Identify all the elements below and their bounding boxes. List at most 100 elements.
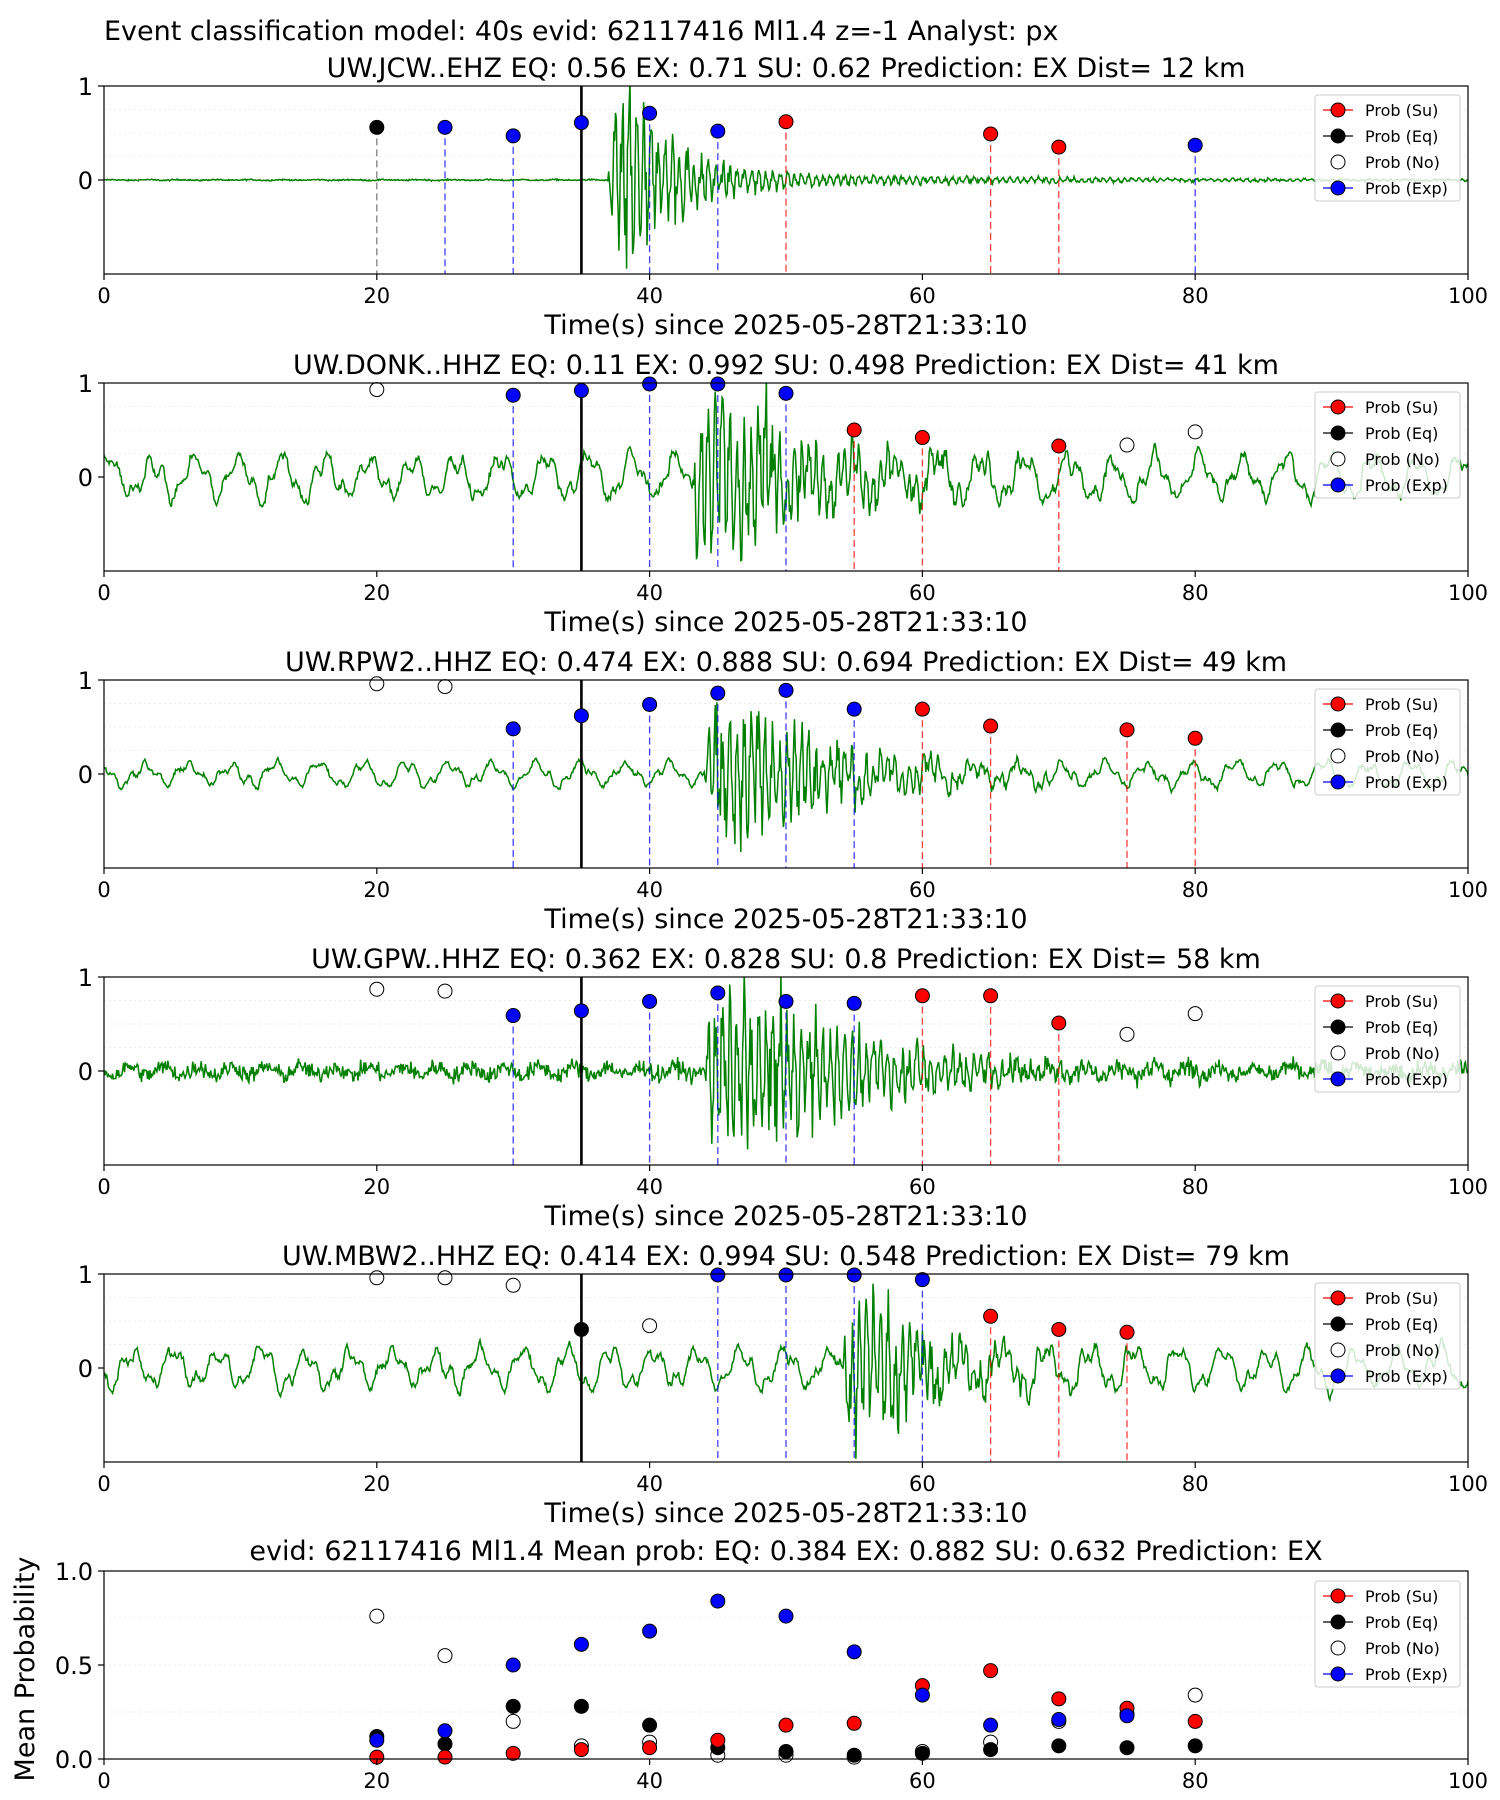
prob-marker-exp[interactable] xyxy=(437,119,453,135)
prob-marker-su[interactable] xyxy=(1051,438,1067,454)
mean-marker-eq[interactable] xyxy=(573,1698,589,1714)
mean-marker-no[interactable] xyxy=(369,1608,385,1624)
prob-marker-no[interactable] xyxy=(437,1270,453,1286)
prob-marker-exp[interactable] xyxy=(642,105,658,121)
prob-marker-exp[interactable] xyxy=(642,376,658,392)
mean-marker-eq[interactable] xyxy=(914,1745,930,1761)
mean-marker-su[interactable] xyxy=(710,1732,726,1748)
prob-marker-no[interactable] xyxy=(369,382,385,398)
mean-marker-eq[interactable] xyxy=(1119,1740,1135,1756)
x-axis-label: Time(s) since 2025-05-28T21:33:10 xyxy=(543,904,1027,935)
prob-marker-su[interactable] xyxy=(1051,1321,1067,1337)
prob-marker-exp[interactable] xyxy=(710,376,726,392)
prob-marker-su[interactable] xyxy=(983,988,999,1004)
prob-marker-no[interactable] xyxy=(369,981,385,997)
prob-marker-no[interactable] xyxy=(1119,1026,1135,1042)
mean-marker-su[interactable] xyxy=(1187,1713,1203,1729)
prob-marker-exp[interactable] xyxy=(778,385,794,401)
prob-marker-exp[interactable] xyxy=(846,995,862,1011)
prob-marker-su[interactable] xyxy=(778,114,794,130)
mean-marker-exp[interactable] xyxy=(710,1593,726,1609)
prob-marker-exp[interactable] xyxy=(710,123,726,139)
prob-marker-exp[interactable] xyxy=(914,1272,930,1288)
mean-marker-exp[interactable] xyxy=(983,1717,999,1733)
prob-marker-no[interactable] xyxy=(1187,1006,1203,1022)
mean-marker-exp[interactable] xyxy=(1051,1712,1067,1728)
prob-marker-exp[interactable] xyxy=(778,993,794,1009)
mean-marker-su[interactable] xyxy=(505,1745,521,1761)
mean-marker-eq[interactable] xyxy=(1051,1738,1067,1754)
mean-marker-exp[interactable] xyxy=(642,1623,658,1639)
prob-marker-no[interactable] xyxy=(642,1318,658,1334)
prob-marker-eq[interactable] xyxy=(573,1321,589,1337)
x-tick-label: 20 xyxy=(363,878,390,902)
prob-marker-exp[interactable] xyxy=(846,1267,862,1283)
mean-marker-exp[interactable] xyxy=(437,1723,453,1739)
prob-marker-su[interactable] xyxy=(846,422,862,438)
mean-marker-no[interactable] xyxy=(1187,1687,1203,1703)
mean-marker-exp[interactable] xyxy=(573,1636,589,1652)
prob-marker-exp[interactable] xyxy=(1187,137,1203,153)
mean-marker-exp[interactable] xyxy=(1119,1708,1135,1724)
mean-marker-su[interactable] xyxy=(573,1742,589,1758)
prob-marker-su[interactable] xyxy=(1119,722,1135,738)
mean-marker-exp[interactable] xyxy=(778,1608,794,1624)
mean-marker-eq[interactable] xyxy=(983,1742,999,1758)
prob-marker-exp[interactable] xyxy=(710,985,726,1001)
prob-marker-su[interactable] xyxy=(914,701,930,717)
prob-marker-no[interactable] xyxy=(437,679,453,695)
mean-marker-exp[interactable] xyxy=(369,1732,385,1748)
prob-marker-su[interactable] xyxy=(983,126,999,142)
prob-marker-exp[interactable] xyxy=(505,387,521,403)
prob-marker-su[interactable] xyxy=(914,430,930,446)
mean-marker-su[interactable] xyxy=(846,1715,862,1731)
prob-marker-exp[interactable] xyxy=(778,682,794,698)
prob-marker-su[interactable] xyxy=(914,988,930,1004)
prob-marker-no[interactable] xyxy=(505,1277,521,1293)
prob-marker-exp[interactable] xyxy=(710,1267,726,1283)
prob-marker-su[interactable] xyxy=(1051,139,1067,155)
prob-marker-exp[interactable] xyxy=(573,383,589,399)
prob-marker-no[interactable] xyxy=(1119,437,1135,453)
mean-marker-exp[interactable] xyxy=(914,1687,930,1703)
legend-label-exp: Prob (Exp) xyxy=(1365,1070,1448,1089)
mean-marker-eq[interactable] xyxy=(1187,1738,1203,1754)
prob-marker-exp[interactable] xyxy=(505,128,521,144)
prob-marker-exp[interactable] xyxy=(573,115,589,131)
prob-marker-su[interactable] xyxy=(1187,730,1203,746)
prob-marker-su[interactable] xyxy=(1119,1324,1135,1340)
mean-marker-eq[interactable] xyxy=(437,1736,453,1752)
mean-marker-su[interactable] xyxy=(437,1749,453,1765)
panel-title: UW.RPW2..HHZ EQ: 0.474 EX: 0.888 SU: 0.6… xyxy=(285,647,1287,678)
legend-label-no: Prob (No) xyxy=(1365,450,1440,469)
mean-marker-su[interactable] xyxy=(1051,1691,1067,1707)
prob-marker-no[interactable] xyxy=(1187,424,1203,440)
prob-marker-exp[interactable] xyxy=(710,685,726,701)
prob-marker-eq[interactable] xyxy=(369,119,385,135)
prob-marker-exp[interactable] xyxy=(846,701,862,717)
prob-marker-no[interactable] xyxy=(369,676,385,692)
prob-marker-exp[interactable] xyxy=(573,708,589,724)
prob-marker-exp[interactable] xyxy=(642,993,658,1009)
prob-marker-su[interactable] xyxy=(983,718,999,734)
mean-marker-exp[interactable] xyxy=(846,1644,862,1660)
prob-marker-no[interactable] xyxy=(369,1270,385,1286)
mean-marker-eq[interactable] xyxy=(846,1747,862,1763)
prob-marker-exp[interactable] xyxy=(778,1267,794,1283)
mean-marker-eq[interactable] xyxy=(642,1717,658,1733)
prob-marker-su[interactable] xyxy=(983,1308,999,1324)
prob-marker-exp[interactable] xyxy=(573,1003,589,1019)
mean-marker-exp[interactable] xyxy=(505,1657,521,1673)
mean-marker-su[interactable] xyxy=(983,1663,999,1679)
mean-marker-eq[interactable] xyxy=(505,1698,521,1714)
prob-marker-su[interactable] xyxy=(1051,1015,1067,1031)
prob-marker-no[interactable] xyxy=(437,983,453,999)
prob-marker-exp[interactable] xyxy=(505,1008,521,1024)
prob-marker-exp[interactable] xyxy=(642,696,658,712)
mean-marker-eq[interactable] xyxy=(778,1743,794,1759)
mean-marker-no[interactable] xyxy=(437,1648,453,1664)
mean-marker-su[interactable] xyxy=(642,1740,658,1756)
prob-marker-exp[interactable] xyxy=(505,721,521,737)
mean-marker-no[interactable] xyxy=(505,1713,521,1729)
mean-marker-su[interactable] xyxy=(778,1717,794,1733)
